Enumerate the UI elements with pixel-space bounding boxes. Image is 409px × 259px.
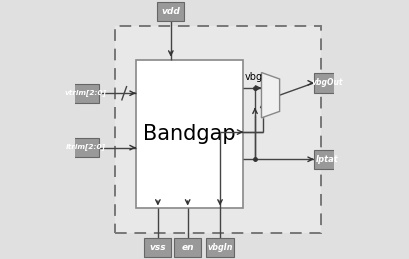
Bar bbox=[207, 238, 234, 257]
Text: vbgIn: vbgIn bbox=[207, 243, 233, 252]
Bar bbox=[144, 238, 171, 257]
Text: Bandgap: Bandgap bbox=[143, 124, 236, 144]
Text: Itrim[2:0]: Itrim[2:0] bbox=[65, 144, 106, 151]
Text: vtrim[2:0]: vtrim[2:0] bbox=[64, 90, 106, 97]
Text: vbg: vbg bbox=[245, 72, 263, 82]
Bar bbox=[136, 60, 243, 208]
Bar bbox=[314, 73, 341, 93]
Bar bbox=[72, 84, 99, 103]
Text: en: en bbox=[182, 243, 194, 252]
Text: vdd: vdd bbox=[162, 7, 180, 16]
Bar bbox=[314, 150, 341, 169]
Text: vss: vss bbox=[150, 243, 166, 252]
Text: vbgOut: vbgOut bbox=[312, 78, 343, 87]
Polygon shape bbox=[261, 73, 280, 118]
Bar bbox=[115, 26, 321, 233]
Bar bbox=[157, 2, 184, 21]
Bar bbox=[174, 238, 201, 257]
Text: Iptat: Iptat bbox=[316, 155, 339, 164]
Bar bbox=[72, 138, 99, 157]
